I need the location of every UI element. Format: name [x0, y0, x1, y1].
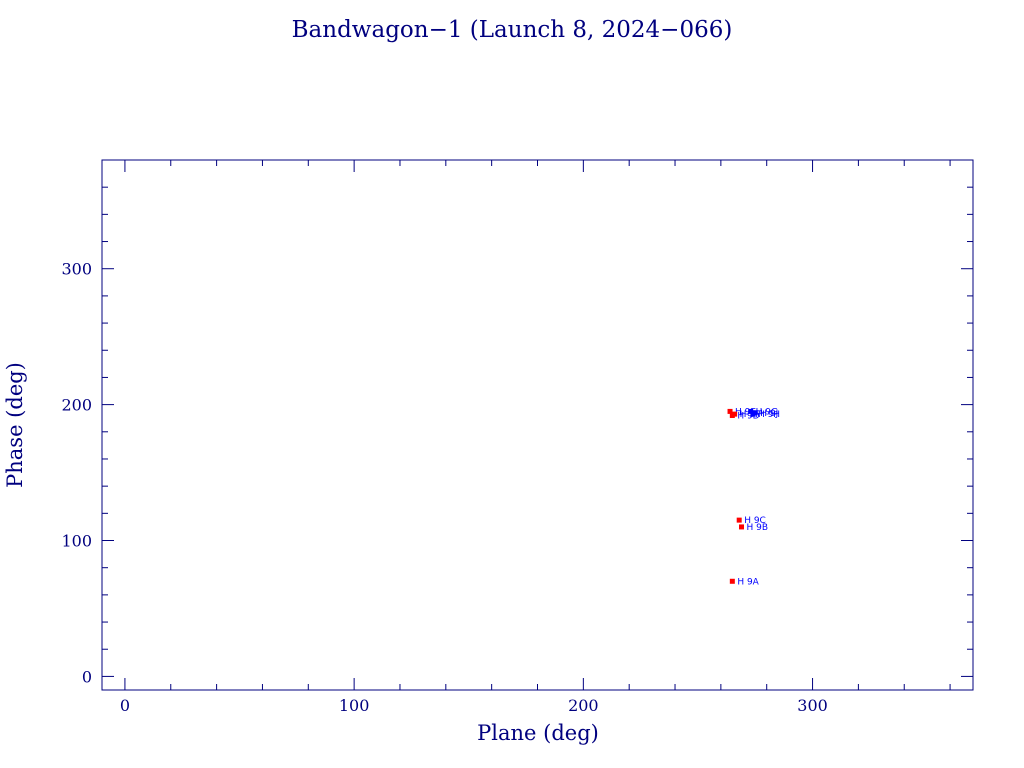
plot-frame	[101, 159, 974, 691]
point-label: H 9F	[740, 410, 761, 420]
data-point: H 9E	[727, 407, 756, 417]
y-tick-label: 0	[82, 667, 92, 686]
point-marker	[738, 524, 744, 530]
y-axis-label: Phase (deg)	[3, 362, 27, 488]
point-label: H 9B	[746, 523, 768, 533]
x-tick-label: 100	[339, 696, 370, 715]
chart-title: Bandwagon−1 (Launch 8, 2024−066)	[292, 17, 733, 43]
point-label: H 9G	[756, 407, 778, 417]
x-tick-label: 200	[568, 696, 599, 715]
data-point: H 9F	[732, 410, 760, 420]
data-points: H 9A H 9BH 9C H 9DH 9EH 9FH 9GH 9HH 9J	[727, 407, 780, 587]
point-label: H 9E	[735, 407, 756, 417]
axis-ticks	[102, 159, 973, 690]
point-label: H 9C	[744, 516, 766, 526]
point-label: H 9H	[758, 410, 780, 420]
point-marker	[748, 408, 754, 414]
point-marker	[732, 411, 738, 417]
point-label: H 9D	[737, 411, 759, 421]
y-tick-label: 100	[61, 532, 92, 551]
x-axis-label: Plane (deg)	[477, 721, 599, 745]
data-point: H 9C	[736, 516, 766, 526]
tick-labels: 0 100 200 300 0 100 200 300	[61, 260, 827, 715]
data-point: H 9B	[738, 523, 768, 533]
y-tick-label: 300	[61, 260, 92, 279]
point-marker	[729, 578, 735, 584]
point-label: H 9J	[760, 409, 778, 419]
data-point: H 9A	[729, 577, 760, 587]
point-marker	[727, 408, 733, 414]
point-marker	[736, 517, 742, 523]
x-tick-label: 0	[120, 696, 130, 715]
data-point: H 9G	[748, 407, 778, 417]
data-point: H 9J	[752, 409, 778, 419]
point-label: H 9A	[737, 577, 759, 587]
y-tick-label: 200	[61, 396, 92, 415]
point-marker	[752, 410, 758, 416]
x-tick-label: 300	[797, 696, 828, 715]
